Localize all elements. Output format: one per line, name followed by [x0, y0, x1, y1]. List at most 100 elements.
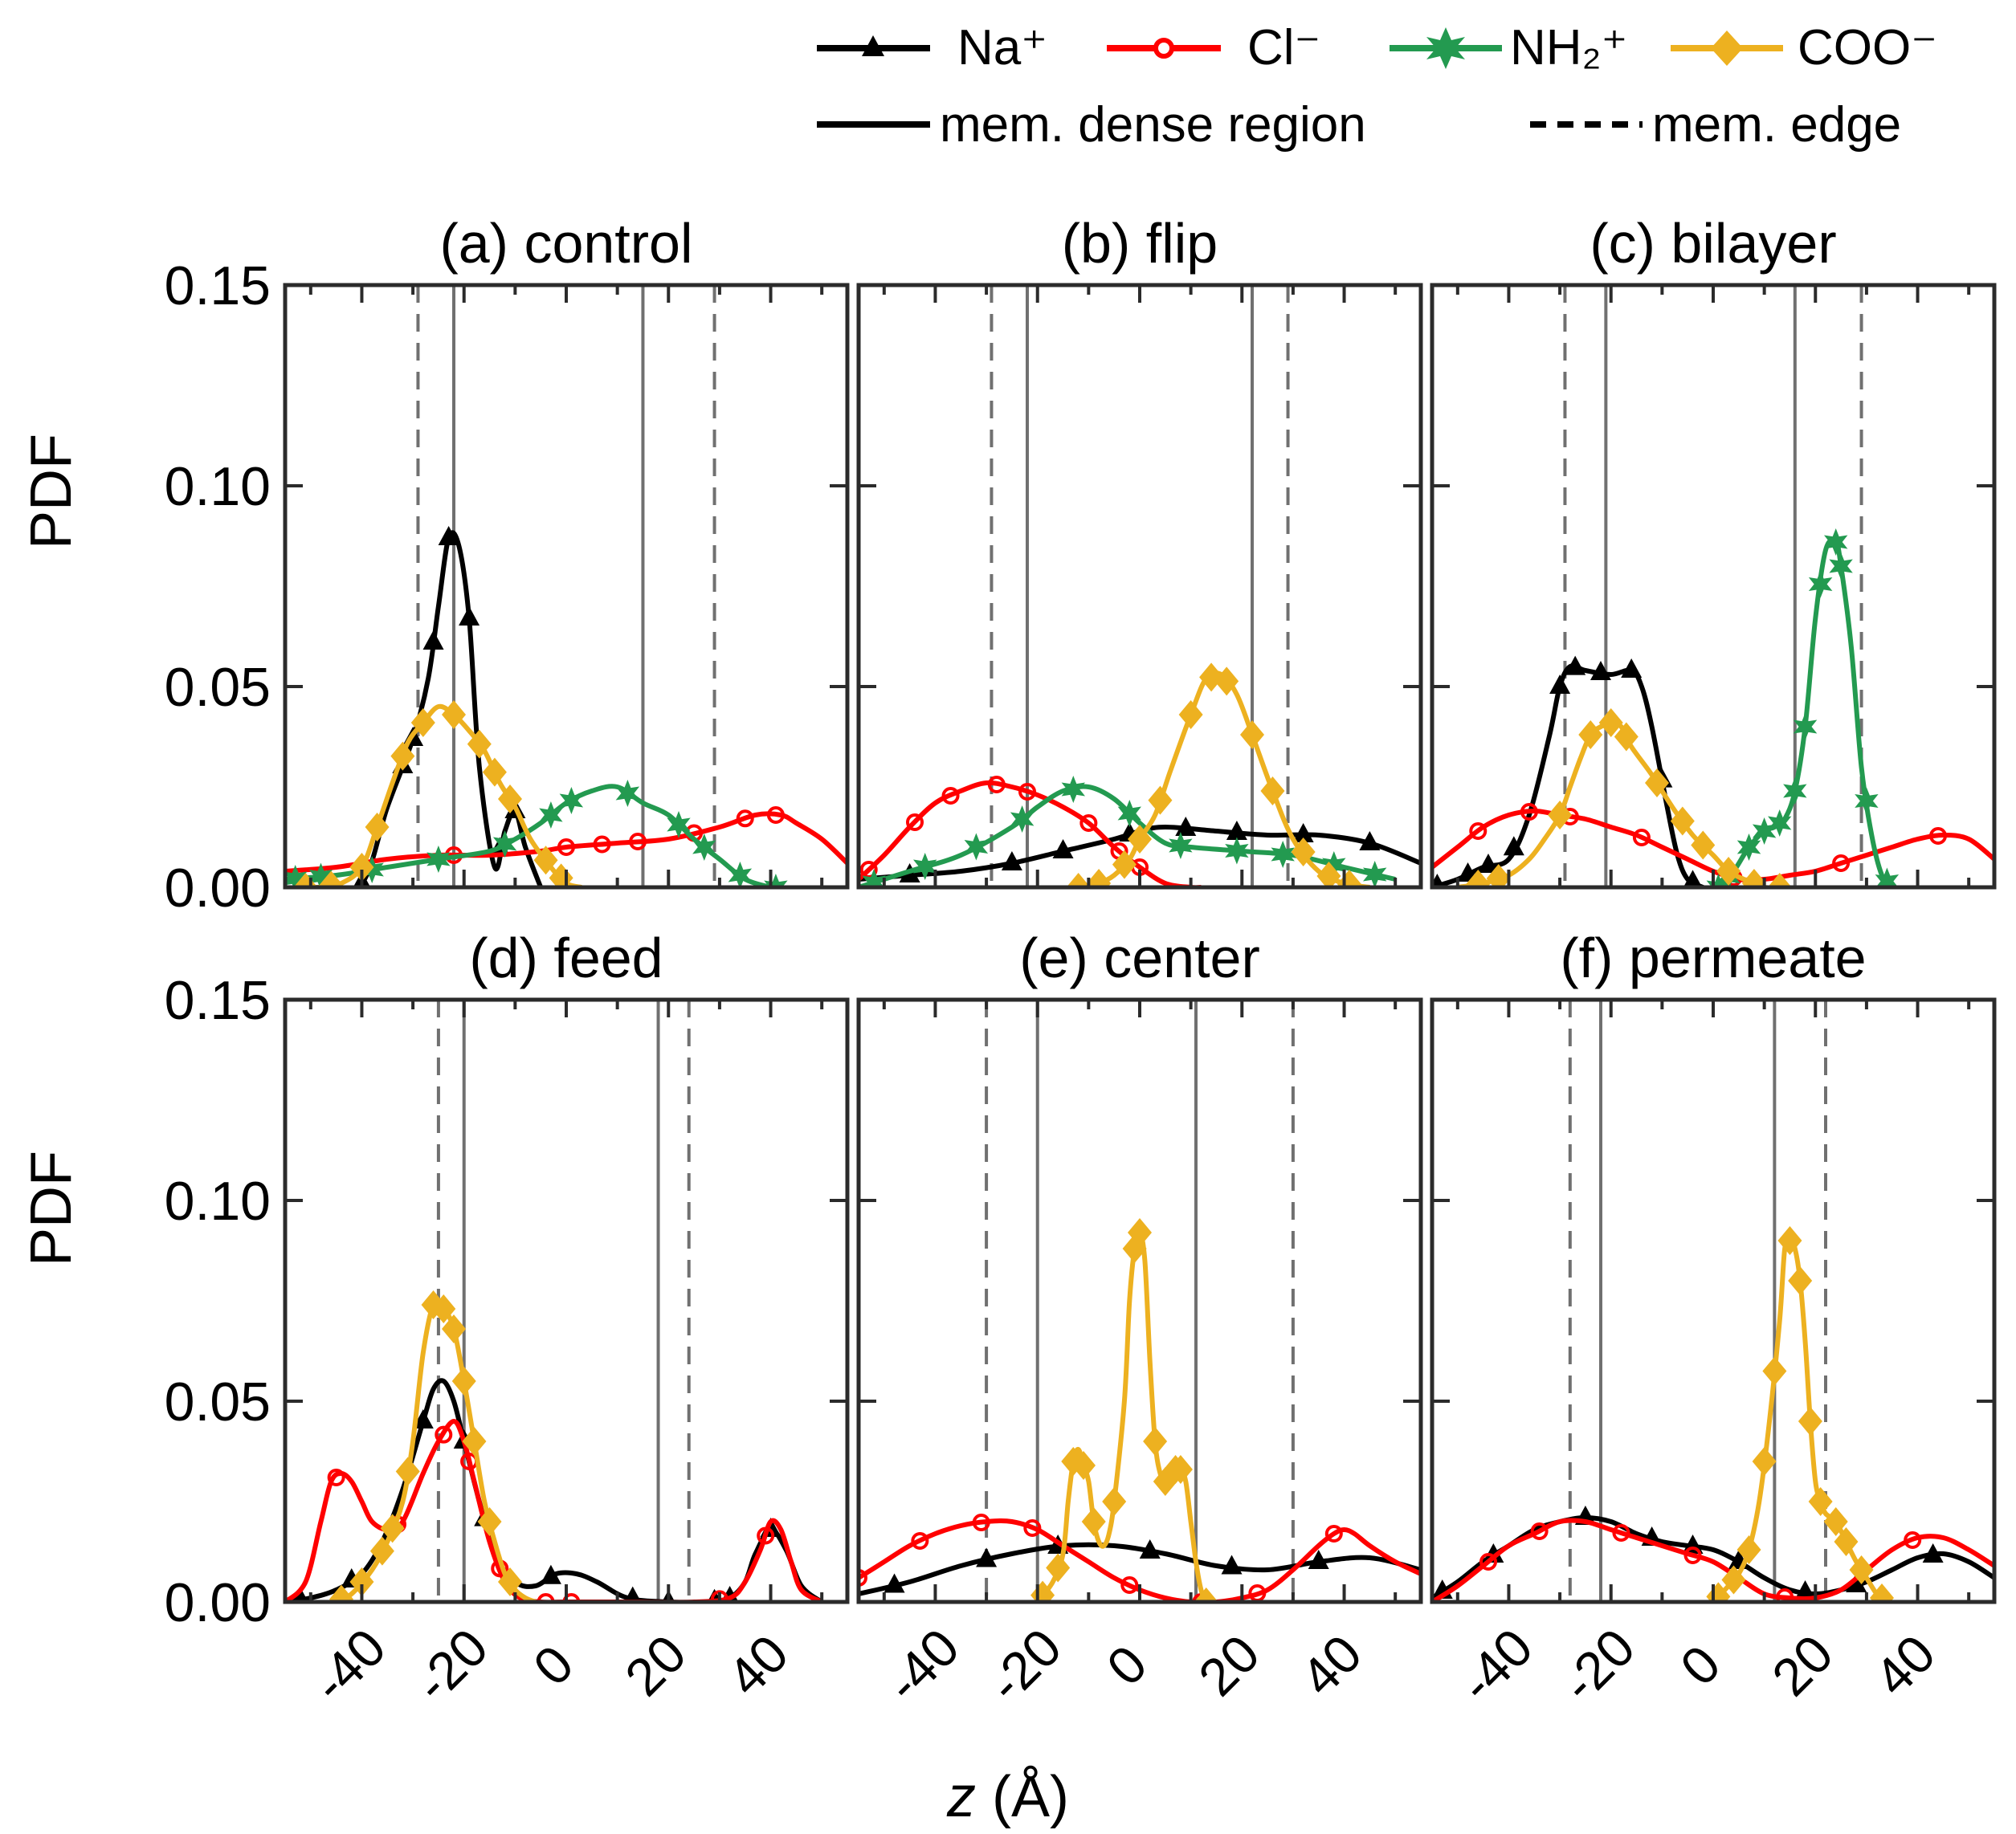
- panel-2: (b) flip: [856, 212, 1423, 890]
- marker-cl: [766, 806, 785, 824]
- marker-na: [884, 1573, 905, 1593]
- x-tick-label: -40: [1447, 1617, 1544, 1714]
- marker-cl: [1776, 1588, 1794, 1602]
- marker-coo: [1691, 830, 1716, 860]
- panel-5: -40 -20 0 20 40 (e) center: [856, 927, 1423, 1714]
- marker-cl: [593, 835, 611, 854]
- marker-coo: [1316, 862, 1341, 887]
- marker-na: [540, 1564, 561, 1584]
- y-tick-label: 0.05: [165, 657, 271, 718]
- marker-coo: [1143, 1427, 1168, 1456]
- panel-4: 0.00 0.05 0.10 0.15 -40 -20 0 20 40 (d) feed: [165, 927, 850, 1714]
- marker-coo: [395, 1457, 420, 1486]
- marker-na: [624, 1586, 642, 1602]
- y-tick-label: 0.05: [165, 1371, 271, 1433]
- x-tick-label: 0: [1669, 1634, 1732, 1697]
- axes-frame: [1430, 283, 1997, 890]
- marker-nh2: [667, 811, 691, 838]
- marker-coo: [1614, 722, 1639, 752]
- y-tick-label: 0.15: [165, 255, 271, 316]
- marker-coo: [1128, 825, 1152, 854]
- y-tick-label: 0.00: [165, 858, 271, 919]
- marker-coo: [482, 757, 507, 787]
- x-tick-label: -20: [403, 1617, 500, 1714]
- xlabel-var: z: [946, 1765, 976, 1829]
- series-group: [285, 1290, 824, 1602]
- marker-cl: [327, 1469, 345, 1486]
- marker-nh2: [1225, 837, 1249, 865]
- marker-coo: [477, 1507, 502, 1536]
- marker-nh2: [1322, 851, 1346, 878]
- series-group: [859, 1218, 1421, 1602]
- x-tick-label: 20: [1761, 1624, 1844, 1707]
- marker-na: [422, 630, 444, 650]
- marker-nh2: [1117, 800, 1141, 827]
- marker-coo: [1081, 1507, 1106, 1536]
- marker-nh2: [728, 862, 753, 887]
- marker-nh2: [492, 830, 517, 858]
- marker-cl: [1520, 803, 1538, 821]
- x-tick-label: -40: [300, 1617, 397, 1714]
- x-tick-label: 40: [1863, 1624, 1946, 1707]
- legend-entry-na: Na⁺: [817, 20, 1047, 75]
- marker-nh2: [1808, 570, 1833, 598]
- y-tick-label: 0.10: [165, 456, 271, 517]
- marker-na: [1175, 817, 1197, 836]
- marker-nh2: [1793, 713, 1818, 740]
- marker-na: [1483, 1543, 1504, 1563]
- marker-cl: [1469, 822, 1488, 840]
- marker-coo: [1168, 1455, 1193, 1484]
- panel-title: (a) control: [439, 212, 692, 275]
- marker-cl: [757, 1526, 775, 1545]
- series-group: [1432, 1226, 1994, 1602]
- marker-coo: [533, 846, 558, 875]
- marker-na: [459, 606, 480, 626]
- marker-coo: [1194, 1587, 1218, 1602]
- marker-nh2: [426, 846, 451, 873]
- axes-frame: [1430, 997, 1997, 1604]
- marker-coo: [1466, 870, 1491, 887]
- legend: Na⁺ Cl⁻ NH₂⁺ COO⁻ mem. dense region mem.…: [817, 20, 1937, 153]
- marker-coo: [462, 1427, 487, 1456]
- marker-na: [1308, 1550, 1329, 1569]
- marker-na: [1565, 655, 1586, 675]
- marker-coo: [1788, 1266, 1813, 1295]
- marker-cl: [1832, 854, 1851, 872]
- marker-nh2: [559, 787, 584, 814]
- marker-coo: [1823, 1507, 1848, 1536]
- panel-6: -40 -20 0 20 40 (f) permeate: [1430, 927, 1997, 1714]
- marker-nh2: [862, 869, 886, 887]
- xlabel-unit: (Å): [976, 1765, 1069, 1829]
- marker-coo: [467, 729, 492, 759]
- marker-cl: [629, 833, 647, 850]
- legend-entry-edge: mem. edge: [1530, 97, 1901, 153]
- marker-coo: [442, 700, 466, 729]
- marker-na: [1226, 821, 1247, 840]
- axes-frame: [856, 997, 1423, 1604]
- marker-na: [1621, 658, 1643, 678]
- marker-coo: [1741, 869, 1766, 887]
- marker-cl: [736, 809, 754, 828]
- marker-cl: [911, 1532, 929, 1550]
- y-tick-label: 0.10: [165, 1171, 271, 1232]
- marker-na: [1503, 836, 1524, 856]
- panel-title: (b) flip: [1062, 212, 1218, 275]
- marker-na: [438, 526, 459, 545]
- marker-coo: [1178, 700, 1203, 729]
- legend-entry-cl: Cl⁻: [1107, 20, 1320, 75]
- x-tick-label: 20: [614, 1624, 697, 1707]
- marker-coo: [365, 813, 390, 842]
- marker-nh2: [1783, 777, 1807, 805]
- marker-cl: [941, 787, 960, 805]
- marker-cl: [1683, 1547, 1702, 1564]
- marker-nh2: [1829, 552, 1853, 580]
- marker-coo: [319, 870, 344, 887]
- marker-coo: [1716, 857, 1741, 886]
- marker-nh2: [1061, 776, 1085, 803]
- marker-cl: [859, 1569, 867, 1587]
- marker-nh2: [1363, 861, 1387, 887]
- marker-cl: [435, 1425, 453, 1444]
- marker-nh2: [1010, 805, 1035, 833]
- series-group: [1432, 528, 1994, 887]
- marker-coo: [1578, 720, 1603, 749]
